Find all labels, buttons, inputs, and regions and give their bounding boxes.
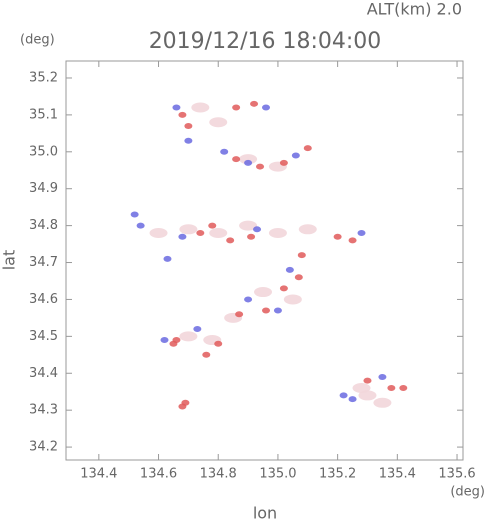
- x-axis-title: lon: [253, 504, 277, 521]
- echo-point: [178, 233, 187, 240]
- echo-blob: [149, 228, 168, 239]
- echo-point: [279, 285, 288, 292]
- echo-point: [136, 222, 145, 229]
- echo-point: [399, 385, 408, 392]
- y-tick-label: 34.7: [29, 255, 58, 270]
- x-tick-label: 134.4: [80, 467, 117, 482]
- y-tick-label: 34.4: [29, 366, 58, 381]
- echo-blob: [239, 154, 258, 165]
- echo-point: [285, 266, 294, 273]
- echo-point: [163, 255, 172, 262]
- echo-point: [202, 351, 211, 358]
- echo-point: [250, 100, 259, 107]
- echo-blob: [283, 294, 302, 305]
- echo-point: [196, 230, 205, 237]
- echo-point: [363, 377, 372, 384]
- echo-point: [214, 340, 223, 347]
- echo-point: [348, 237, 357, 244]
- echo-point: [294, 274, 303, 281]
- y-axis-title: lat: [0, 250, 19, 271]
- echo-point: [273, 307, 282, 314]
- echo-point: [208, 222, 217, 229]
- echo-blob: [179, 331, 198, 342]
- echo-point: [279, 159, 288, 166]
- echo-point: [130, 211, 139, 218]
- echo-blob: [179, 224, 198, 235]
- echo-blob: [254, 287, 273, 298]
- y-tick-label: 35.1: [29, 107, 58, 122]
- y-tick-label: 34.3: [29, 403, 58, 418]
- y-unit: (deg): [20, 33, 55, 48]
- echo-point: [244, 159, 253, 166]
- y-tick-label: 34.6: [29, 292, 58, 307]
- y-tick-label: 35.2: [29, 70, 58, 85]
- echo-point: [160, 337, 169, 344]
- echo-point: [235, 311, 244, 318]
- chart-title: 2019/12/16 18:04:00: [149, 29, 382, 54]
- echo-point: [181, 399, 190, 406]
- echo-point: [178, 111, 187, 118]
- echo-blob: [209, 228, 228, 239]
- echo-point: [253, 226, 262, 233]
- echo-point: [256, 163, 265, 170]
- echo-point: [244, 296, 253, 303]
- echo-blob: [373, 397, 392, 408]
- x-tick-label: 135.2: [319, 467, 356, 482]
- altitude-label: ALT(km) 2.0: [367, 0, 462, 19]
- y-tick-label: 34.2: [29, 440, 58, 455]
- echo-point: [378, 373, 387, 380]
- echo-blob: [209, 117, 228, 128]
- y-tick-label: 35.0: [29, 144, 58, 159]
- echo-point: [232, 156, 241, 163]
- echo-point: [339, 392, 348, 399]
- plot-frame: [65, 60, 464, 461]
- echo-blob: [191, 102, 210, 113]
- echo-point: [247, 233, 256, 240]
- echo-blob: [239, 220, 258, 231]
- echo-point: [184, 137, 193, 144]
- echo-point: [261, 104, 270, 111]
- echo-point: [193, 325, 202, 332]
- y-tick-label: 34.9: [29, 181, 58, 196]
- echo-point: [333, 233, 342, 240]
- echo-point: [291, 152, 300, 159]
- x-tick-label: 135.0: [259, 467, 296, 482]
- y-tick-label: 34.5: [29, 329, 58, 344]
- echo-blob: [268, 228, 287, 239]
- echo-point: [261, 307, 270, 314]
- echo-point: [172, 104, 181, 111]
- echo-point: [184, 122, 193, 129]
- y-tick-label: 34.8: [29, 218, 58, 233]
- x-tick-label: 134.6: [140, 467, 177, 482]
- echo-point: [348, 396, 357, 403]
- echo-blob: [352, 383, 371, 394]
- echo-point: [387, 385, 396, 392]
- echo-blob: [298, 224, 317, 235]
- x-tick-label: 135.4: [379, 467, 416, 482]
- echo-point: [303, 145, 312, 152]
- echo-point: [172, 337, 181, 344]
- echo-point: [232, 104, 241, 111]
- x-tick-label: 135.6: [438, 467, 475, 482]
- echo-point: [357, 230, 366, 237]
- x-unit: (deg): [450, 485, 485, 500]
- echo-point: [297, 252, 306, 259]
- x-tick-label: 134.8: [200, 467, 237, 482]
- echo-point: [220, 148, 229, 155]
- echo-point: [226, 237, 235, 244]
